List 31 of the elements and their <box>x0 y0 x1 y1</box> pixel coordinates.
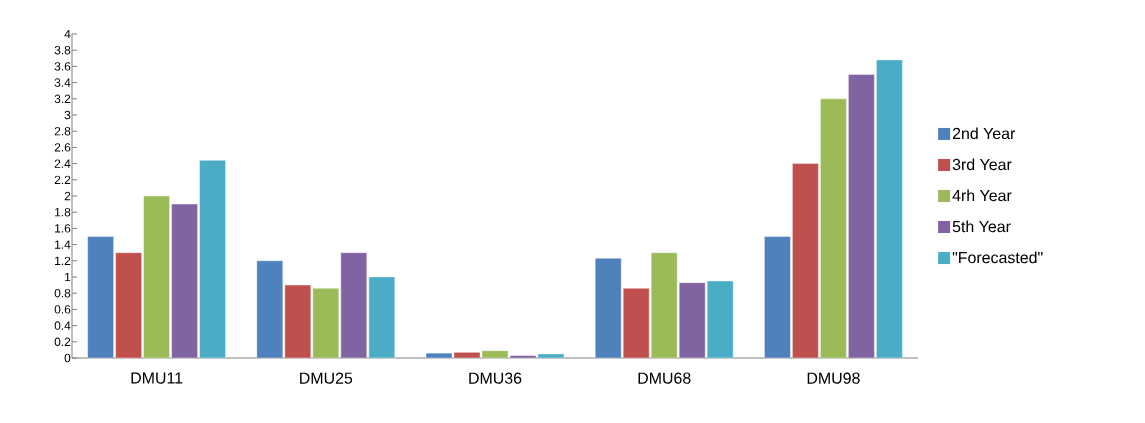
y-tick-label: 1 <box>65 272 71 282</box>
x-tick-label: DMU25 <box>300 372 353 384</box>
y-tick-label: 1.2 <box>55 256 71 265</box>
y-tick-label: 3.8 <box>54 45 71 55</box>
x-tick-label: DMU11 <box>131 372 183 384</box>
y-tick-label: 3.6 <box>54 62 71 71</box>
y-tick-label: 0.6 <box>54 305 71 314</box>
y-tick-label: 0.2 <box>54 337 71 347</box>
y-tick-label: 3.2 <box>54 94 71 104</box>
x-tick-label: DMU36 <box>469 372 522 384</box>
y-tick-label: 2.6 <box>54 143 71 152</box>
y-tick-label: 0.8 <box>54 288 71 298</box>
legend-label: 2nd Year <box>952 127 1016 140</box>
y-tick-label: 1.4 <box>55 240 71 249</box>
legend-label: 4rh Year <box>952 189 1012 202</box>
y-tick-label: 2.2 <box>54 175 71 184</box>
y-tick-label: 2.8 <box>54 126 71 136</box>
x-tick-label: DMU68 <box>638 372 691 384</box>
x-tick-label: DMU98 <box>807 372 860 384</box>
legend-label: "Forecasted" <box>952 251 1043 264</box>
legend-label: 5th Year <box>952 220 1011 233</box>
y-tick-label: 1.6 <box>55 224 71 233</box>
y-tick-label: 3 <box>64 110 71 120</box>
y-tick-label: 3.4 <box>54 78 71 87</box>
y-tick-label: 0 <box>64 353 71 363</box>
y-tick-label: 2 <box>64 191 71 201</box>
y-tick-label: 4 <box>64 29 71 39</box>
y-tick-label: 0.4 <box>54 321 71 330</box>
legend-label: 3rd Year <box>952 158 1012 171</box>
y-tick-label: 2.4 <box>54 159 71 168</box>
y-tick-label: 1.8 <box>55 207 71 217</box>
